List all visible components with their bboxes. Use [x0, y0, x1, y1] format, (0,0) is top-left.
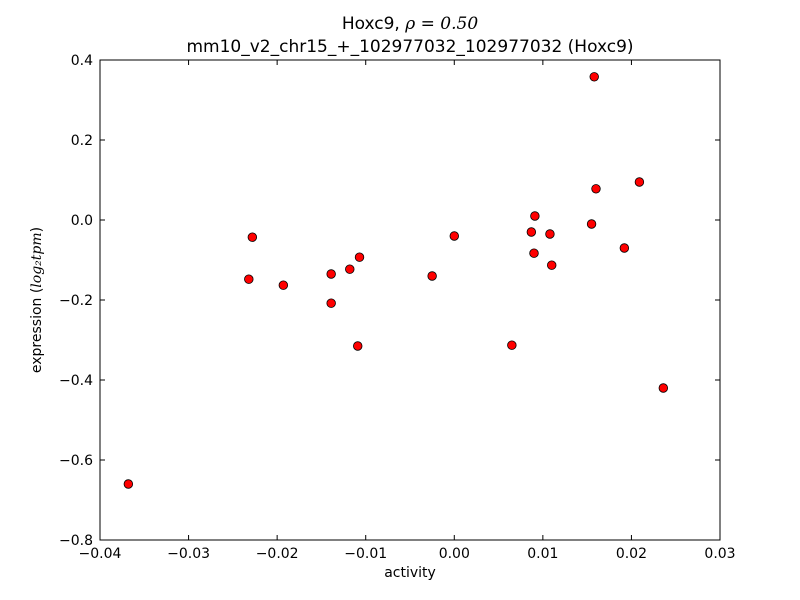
- y-tick-label: −0.8: [59, 533, 93, 549]
- y-tick-label: −0.2: [59, 293, 93, 309]
- y-tick-label: −0.4: [59, 373, 93, 389]
- data-point: [591, 184, 601, 194]
- data-point: [586, 219, 597, 229]
- x-axis: −0.04 −0.03 −0.02 −0.01 0.00 0.01 0.02 0.03: [79, 60, 736, 562]
- data-point: [449, 231, 459, 241]
- plot-area: [123, 72, 669, 489]
- x-tick-label: 0.03: [704, 546, 735, 562]
- data-point: [658, 383, 669, 393]
- x-tick-label: −0.01: [344, 546, 387, 562]
- data-point: [619, 243, 630, 253]
- x-tick-label: −0.03: [167, 546, 210, 562]
- y-axis-label-close: ): [29, 227, 45, 232]
- data-point: [247, 232, 258, 242]
- x-axis-label: activity: [384, 565, 436, 581]
- data-point: [507, 340, 517, 350]
- axes-frame: [99, 59, 721, 541]
- y-axis-label-text: expression (: [29, 288, 45, 373]
- y-axis-label-math: log₂tpm: [29, 232, 45, 287]
- x-tick-label: 0.02: [616, 546, 647, 562]
- data-point: [547, 260, 557, 270]
- y-tick-label: 0.4: [71, 53, 93, 69]
- x-tick-label: 0.00: [439, 546, 470, 562]
- data-point: [123, 479, 134, 489]
- y-axis-label: expression (log₂tpm): [29, 227, 45, 373]
- data-point: [345, 264, 355, 274]
- y-tick-label: −0.6: [59, 453, 93, 469]
- data-point: [278, 280, 289, 290]
- x-tick-label: −0.04: [79, 546, 122, 562]
- x-tick-label: −0.02: [256, 546, 299, 562]
- x-tick-label: 0.01: [527, 546, 558, 562]
- data-point: [326, 298, 336, 308]
- data-point: [589, 72, 599, 82]
- data-point: [530, 211, 540, 221]
- data-point: [529, 248, 539, 258]
- chart-title-line1: Hoxc9, ρ = 0.50: [342, 14, 478, 34]
- data-point: [353, 341, 363, 351]
- chart-title-line2: mm10_v2_chr15_+_102977032_102977032 (Hox…: [186, 37, 633, 57]
- data-point: [244, 274, 254, 284]
- data-point: [634, 177, 645, 187]
- data-point: [526, 227, 537, 237]
- y-axis: 0.4 0.2 0.0 −0.2 −0.4 −0.6 −0.8: [59, 53, 720, 549]
- data-point: [326, 269, 336, 279]
- title-text: Hoxc9,: [342, 14, 405, 34]
- y-tick-label: 0.0: [71, 213, 93, 229]
- title-rho: ρ = 0.50: [404, 14, 478, 34]
- y-tick-label: 0.2: [71, 133, 93, 149]
- data-point: [545, 229, 555, 239]
- data-point: [427, 271, 437, 281]
- data-point: [354, 252, 365, 262]
